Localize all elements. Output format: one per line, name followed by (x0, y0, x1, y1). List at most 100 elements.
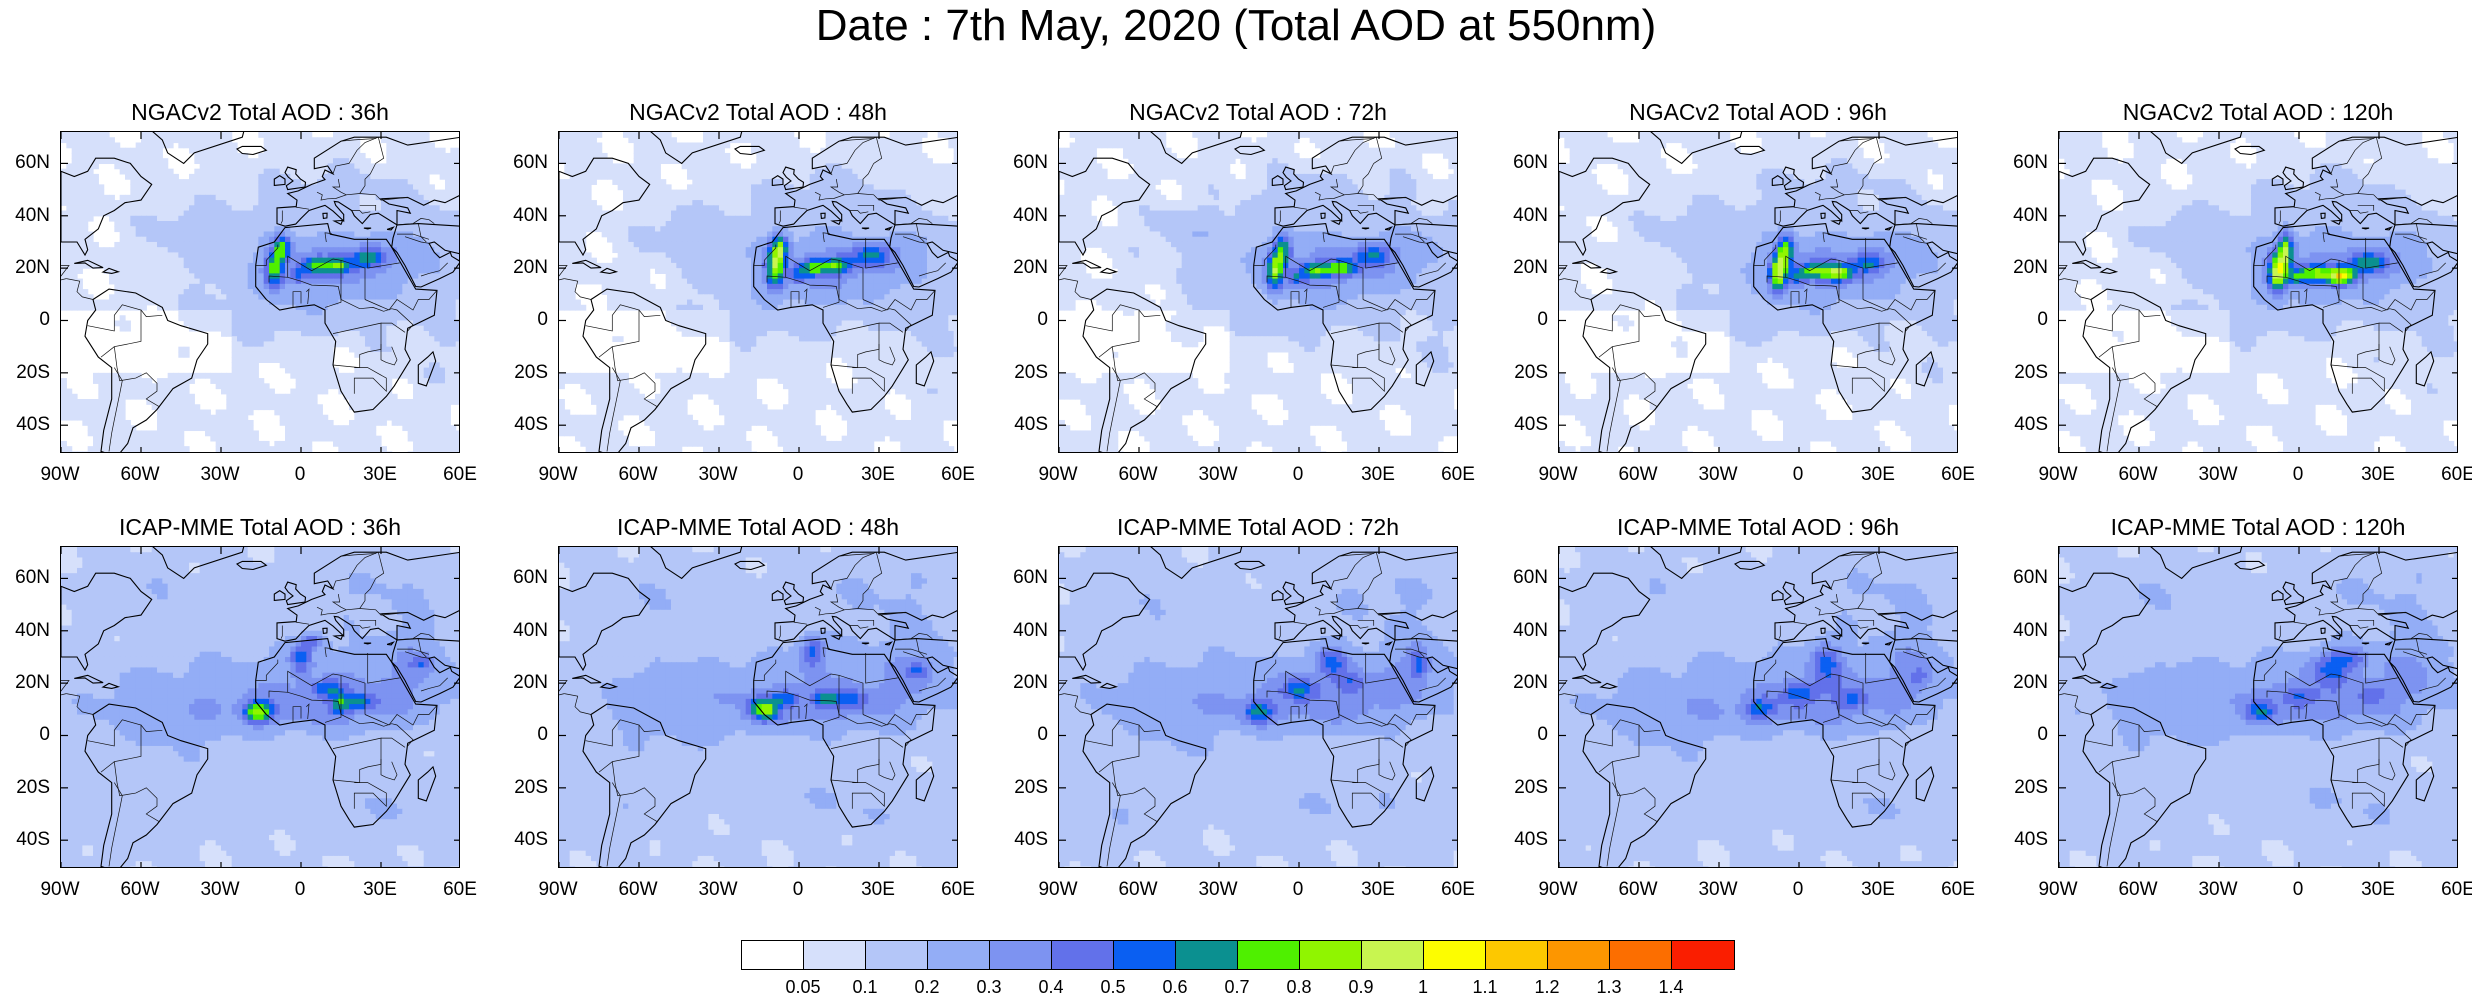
lon-label: 60E (2428, 880, 2472, 899)
lon-label: 60E (1428, 465, 1488, 484)
aod-map (1558, 131, 1958, 453)
colorbar-swatch (1238, 941, 1300, 969)
lat-label: 40S (6, 415, 50, 434)
lon-label: 60E (2428, 465, 2472, 484)
lat-label: 60N (1504, 568, 1548, 587)
lat-label: 20S (504, 778, 548, 797)
lon-label: 30E (1348, 880, 1408, 899)
lat-label: 0 (2004, 310, 2048, 329)
country-border (599, 347, 612, 357)
colorbar-label: 1 (1393, 978, 1453, 996)
colorbar-swatch (1610, 941, 1672, 969)
lon-label: 90W (528, 465, 588, 484)
lon-label: 0 (270, 880, 330, 899)
lon-label: 30W (1188, 465, 1248, 484)
aod-field (2059, 132, 2458, 453)
lat-label: 20N (6, 673, 50, 692)
country-border (1639, 310, 1660, 317)
coastline (364, 643, 371, 644)
country-border (1099, 347, 1112, 357)
lat-label: 60N (1004, 153, 1048, 172)
lon-label: 60E (1928, 880, 1988, 899)
coastline (2362, 228, 2369, 229)
aod-field (559, 547, 958, 868)
colorbar-swatch (866, 941, 928, 969)
lon-label: 90W (528, 880, 588, 899)
panel-title: ICAP-MME Total AOD : 48h (558, 516, 958, 539)
panel-title: ICAP-MME Total AOD : 120h (2058, 516, 2458, 539)
aod-field (1559, 132, 1958, 453)
colorbar-label: 0.6 (1145, 978, 1205, 996)
lon-label: 30W (688, 465, 748, 484)
lon-label: 60W (1108, 465, 1168, 484)
lat-label: 40N (1504, 621, 1548, 640)
lat-label: 20S (1004, 363, 1048, 382)
lat-label: 60N (1504, 153, 1548, 172)
aod-field (61, 132, 460, 453)
aod-map (558, 131, 958, 453)
colorbar-label: 1.1 (1455, 978, 1515, 996)
aod-field (2059, 547, 2458, 868)
lon-label: 30W (2188, 880, 2248, 899)
lon-label: 30E (350, 880, 410, 899)
colorbar-label: 0.2 (897, 978, 957, 996)
lon-label: 60E (1928, 465, 1988, 484)
lon-label: 90W (2028, 465, 2088, 484)
panel-title: ICAP-MME Total AOD : 72h (1058, 516, 1458, 539)
panel-title: NGACv2 Total AOD : 36h (60, 101, 460, 124)
colorbar-label: 0.1 (835, 978, 895, 996)
colorbar-swatch (1486, 941, 1548, 969)
coastline (1862, 643, 1869, 644)
lat-label: 60N (504, 568, 548, 587)
country-border (1139, 310, 1160, 317)
aod-field (1059, 547, 1458, 868)
lon-label: 60E (430, 465, 490, 484)
lon-label: 60E (1428, 880, 1488, 899)
lon-label: 90W (1028, 465, 1088, 484)
colorbar-swatch (1052, 941, 1114, 969)
panel-title: NGACv2 Total AOD : 120h (2058, 101, 2458, 124)
lat-label: 40N (1004, 206, 1048, 225)
coastline (1362, 643, 1369, 644)
lat-label: 60N (2004, 153, 2048, 172)
colorbar-label: 0.9 (1331, 978, 1391, 996)
colorbar-swatch (1548, 941, 1610, 969)
colorbar-label: 0.5 (1083, 978, 1143, 996)
colorbar-swatch (1672, 941, 1734, 969)
colorbar-swatch (928, 941, 990, 969)
colorbar-label: 1.2 (1517, 978, 1577, 996)
lon-label: 0 (270, 465, 330, 484)
lon-label: 60W (608, 465, 668, 484)
lon-label: 60W (110, 465, 170, 484)
lat-label: 20S (1504, 363, 1548, 382)
colorbar (741, 940, 1735, 970)
country-border (2099, 347, 2112, 357)
lon-label: 30E (350, 465, 410, 484)
lon-label: 0 (2268, 880, 2328, 899)
aod-field (1059, 132, 1458, 453)
lon-label: 0 (2268, 465, 2328, 484)
aod-map (558, 546, 958, 868)
lat-label: 20S (6, 363, 50, 382)
colorbar-swatch (1300, 941, 1362, 969)
lat-label: 40N (504, 621, 548, 640)
lon-label: 60W (1108, 880, 1168, 899)
aod-map (60, 546, 460, 868)
coastline (1862, 228, 1869, 229)
colorbar-swatch (1424, 941, 1486, 969)
lon-label: 30W (2188, 465, 2248, 484)
country-border (639, 310, 660, 317)
coastline (862, 643, 869, 644)
country-border (1599, 347, 1612, 357)
lon-label: 90W (30, 880, 90, 899)
figure-title: Date : 7th May, 2020 (Total AOD at 550nm… (0, 4, 2472, 48)
lat-label: 20N (2004, 673, 2048, 692)
lat-label: 0 (1004, 725, 1048, 744)
colorbar-swatch (1114, 941, 1176, 969)
colorbar-label: 0.7 (1207, 978, 1267, 996)
lon-label: 0 (1768, 465, 1828, 484)
coastline (2362, 643, 2369, 644)
lon-label: 90W (30, 465, 90, 484)
colorbar-swatch (1176, 941, 1238, 969)
